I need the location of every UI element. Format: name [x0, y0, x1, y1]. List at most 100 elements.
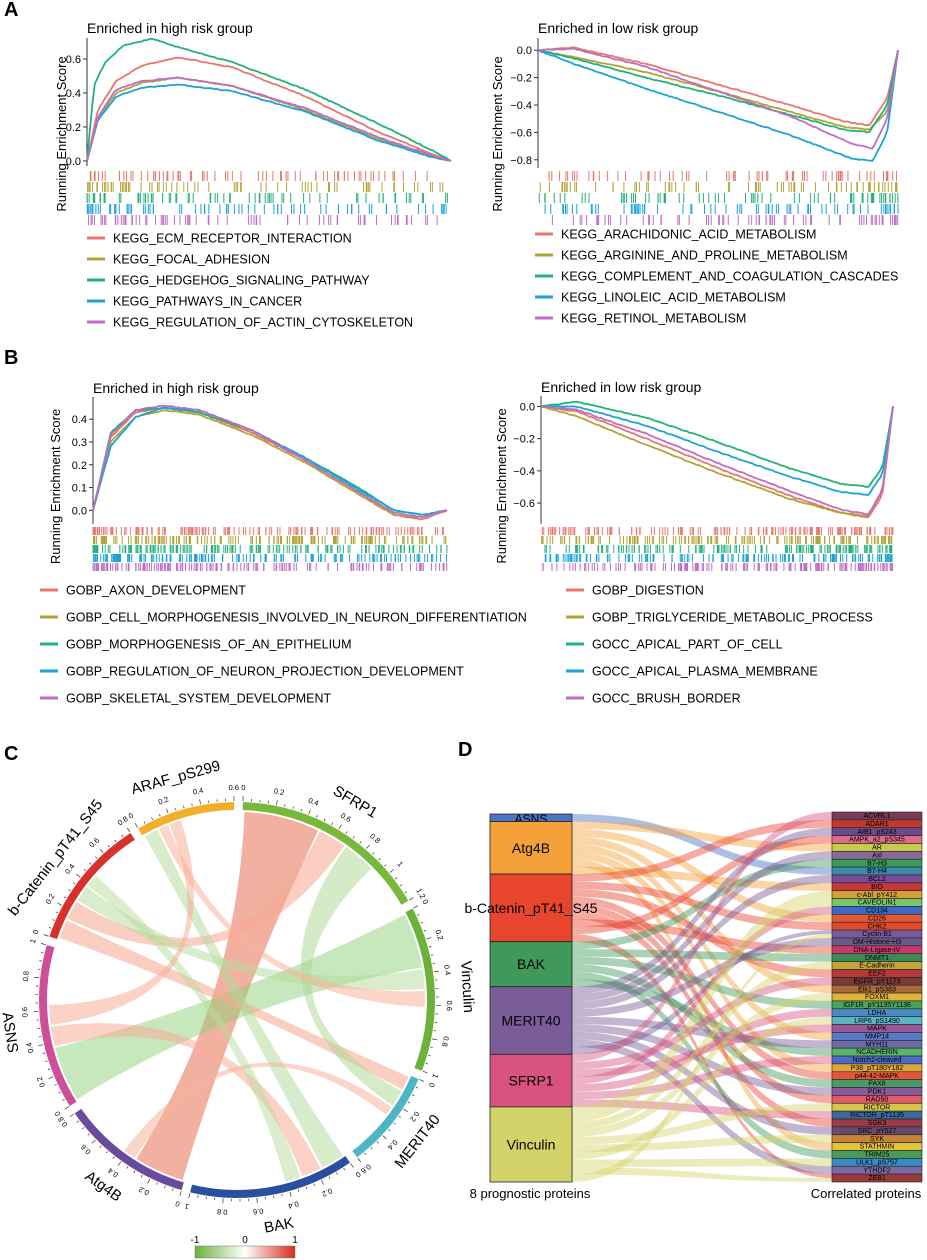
series-line	[92, 406, 448, 516]
gene-hit-rug	[89, 171, 428, 181]
sankey-link	[572, 956, 832, 1009]
sankey-link	[572, 898, 832, 1122]
sector-tick	[147, 1178, 151, 1184]
sankey-link	[572, 993, 832, 1137]
right-node-label: P38_pT180Y182	[851, 1065, 904, 1072]
sector-tick-label: 0.2	[137, 1185, 150, 1198]
right-node-label: ZEB1	[868, 1175, 886, 1182]
legend-label: GOBP_CELL_MORPHOGENESIS_INVOLVED_IN_NEUR…	[66, 611, 527, 625]
sector-tick	[393, 1122, 396, 1125]
sector-name: Vinculin	[457, 960, 477, 1013]
sector-tick	[430, 1046, 433, 1049]
right-node-label: AMPK_a2_pS345	[849, 837, 905, 844]
right-node-label: DNA-Ligase-IV	[854, 947, 901, 954]
panel-label-b: B	[4, 347, 18, 369]
sector-tick-label: 0.4	[192, 786, 204, 797]
sankey-link	[572, 814, 832, 875]
sector-tick-label: 0.8	[368, 832, 382, 846]
sector-tick	[107, 844, 110, 848]
sankey-link	[572, 906, 832, 1085]
y-tick-label: 0.0	[66, 156, 81, 168]
right-node-label: ADAR1	[865, 821, 888, 828]
sankey-link	[572, 911, 832, 1127]
sector-tick	[48, 1076, 54, 1079]
sector-tick	[34, 976, 40, 979]
y-tick-label: −0.2	[513, 434, 535, 446]
sector-tick	[404, 891, 408, 894]
right-node-label: TRIM25	[865, 1152, 890, 1159]
right-node-label: MMP14	[865, 1033, 889, 1040]
sector-tick	[166, 808, 169, 814]
right-node-label: E-Cadherin	[859, 963, 895, 970]
sector-tick-label: 0	[420, 898, 430, 906]
sankey-link	[572, 1134, 832, 1152]
sector-tick	[179, 1190, 182, 1196]
series-line	[86, 76, 452, 162]
sector-tick	[191, 803, 193, 807]
sector-tick-label: 0	[127, 811, 135, 821]
series-line	[92, 406, 448, 516]
legend-label: GOBP_SKELETAL_SYSTEM_DEVELOPMENT	[66, 692, 332, 706]
series-line	[86, 37, 452, 162]
chord-link	[159, 825, 425, 1007]
sector-tick-label: 0.8	[440, 1035, 451, 1047]
legend-label: GOCC_APICAL_PART_OF_CELL	[592, 638, 783, 652]
sector-tick	[87, 1133, 90, 1136]
sector-arc	[39, 945, 77, 1107]
right-node-label: AIB1_pS243	[857, 829, 896, 836]
panel-label-a: A	[4, 0, 18, 21]
legend-label: KEGG_ARACHIDONIC_ACID_METABOLISM	[561, 228, 816, 242]
right-node-label: IGF1R_pY1135Y1136	[843, 1002, 911, 1009]
gene-hit-rug	[541, 536, 893, 544]
sector-tick	[403, 1108, 408, 1113]
sector-tick	[428, 1054, 431, 1057]
gene-hit-rug	[92, 554, 448, 562]
series-line	[538, 47, 899, 150]
sector-tick	[76, 873, 81, 878]
sector-tick	[114, 839, 117, 843]
sector-tick-label: 0	[241, 783, 245, 792]
sector-tick-label: 0.4	[307, 796, 320, 808]
sector-tick	[345, 831, 348, 834]
sector-tick	[73, 882, 76, 885]
sector-tick	[284, 804, 286, 807]
legend-label: GOBP_REGULATION_OF_NEURON_PROJECTION_DEV…	[66, 665, 464, 679]
y-tick-label: −0.6	[510, 127, 532, 139]
series-line	[92, 409, 448, 518]
sankey-link	[572, 835, 832, 935]
sector-tick	[423, 929, 427, 932]
y-tick-label: −0.6	[513, 498, 535, 510]
legend-label: KEGG_ECM_RECEPTOR_INTERACTION	[113, 232, 352, 246]
sector-tick	[321, 1180, 324, 1185]
sector-tick-label: 0.2	[35, 1075, 47, 1088]
sankey-link	[572, 1158, 832, 1167]
gsea-plot-a-low: Enriched in low risk group Running Enrich…	[490, 20, 899, 326]
right-node-label: SYK	[870, 1136, 884, 1143]
left-node	[489, 1106, 573, 1183]
sankey-link	[572, 979, 832, 1057]
sector-tick-label: 0.4	[106, 1166, 120, 1179]
series-line	[92, 406, 448, 521]
sector-tick	[76, 1120, 80, 1123]
sector-tick	[428, 946, 432, 948]
correlation-legend-bar	[194, 1245, 296, 1259]
sankey-link	[572, 851, 832, 1072]
sector-tick	[336, 1172, 338, 1175]
series-line	[537, 49, 899, 162]
sankey-diagram: ASNSAtg4Bb-Catenin_pT41_S45BAKMERIT40SFR…	[464, 811, 923, 1201]
gene-hit-rug	[92, 563, 448, 571]
right-node-label: Cyclin B1	[862, 931, 892, 938]
sankey-link	[572, 819, 832, 882]
sector-tick	[99, 1145, 102, 1148]
y-axis-label: Running Enrichment Score	[54, 56, 69, 211]
sankey-link	[572, 836, 832, 994]
series-line	[538, 46, 899, 127]
right-node-label: RICTOR	[864, 1104, 891, 1111]
sector-tick	[308, 809, 311, 815]
right-node-label: LDHA	[868, 1010, 887, 1017]
right-node-label: YTHDF2	[863, 1167, 890, 1174]
sector-tick-label: 0.4	[24, 1042, 35, 1054]
sankey-link	[572, 812, 832, 1062]
sector-name: BAK	[263, 1214, 296, 1236]
